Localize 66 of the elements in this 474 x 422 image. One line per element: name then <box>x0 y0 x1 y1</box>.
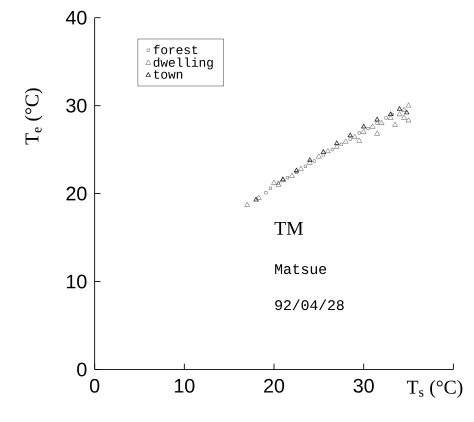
point <box>356 138 362 143</box>
point <box>348 138 352 141</box>
point <box>406 102 412 108</box>
y-tick-label: 20 <box>66 186 86 201</box>
y-tick-label: 40 <box>66 10 86 25</box>
point <box>360 129 366 134</box>
y-tick-label: 0 <box>77 362 86 377</box>
annotation: 92/04/28 <box>275 300 344 310</box>
point <box>322 154 325 157</box>
point <box>404 110 410 114</box>
point <box>401 115 407 120</box>
point <box>294 171 298 174</box>
point <box>271 180 277 185</box>
point <box>340 143 343 146</box>
point <box>370 124 376 129</box>
point <box>325 148 331 154</box>
point <box>374 117 380 122</box>
x-axis-title: T$_{s}$ (°C) <box>406 380 462 398</box>
point <box>320 150 326 154</box>
y-tick-label: 30 <box>66 98 86 113</box>
point <box>343 138 348 144</box>
x-tick-label: 30 <box>354 379 374 393</box>
point <box>268 187 272 190</box>
y-tick-label: 10 <box>66 274 86 289</box>
point <box>392 122 398 127</box>
point <box>254 197 259 202</box>
point <box>401 107 407 112</box>
x-tick-label: 10 <box>174 379 194 393</box>
point <box>334 144 340 149</box>
x-tick-label: 0 <box>90 379 100 393</box>
point <box>374 130 380 136</box>
point <box>406 118 412 122</box>
y-axis-title: T$_{e}$ (°C) <box>24 88 43 145</box>
point <box>286 176 289 180</box>
point <box>376 122 379 125</box>
point <box>388 112 394 116</box>
point <box>396 112 402 116</box>
point <box>304 165 307 168</box>
point <box>294 168 299 173</box>
point <box>358 132 361 135</box>
point <box>298 166 304 171</box>
point <box>352 134 358 140</box>
point <box>384 116 388 120</box>
legend-label: dwelling <box>154 58 213 70</box>
annotation: TM <box>274 222 303 235</box>
point <box>244 202 250 207</box>
point <box>289 173 295 178</box>
point <box>397 106 402 111</box>
point <box>388 115 394 120</box>
x-tick-label: 20 <box>264 379 284 393</box>
point <box>378 120 384 126</box>
legend-label: forest <box>154 45 198 54</box>
point <box>361 124 366 129</box>
point <box>307 157 312 162</box>
point <box>334 140 340 146</box>
point <box>366 127 370 130</box>
point <box>390 113 394 116</box>
point <box>307 160 313 165</box>
point <box>316 154 322 159</box>
point <box>312 160 316 163</box>
annotation: Matsue <box>275 264 326 274</box>
point <box>330 148 334 152</box>
point <box>264 191 268 194</box>
point <box>348 132 353 138</box>
point <box>256 195 262 200</box>
legend-label: town <box>154 70 182 79</box>
